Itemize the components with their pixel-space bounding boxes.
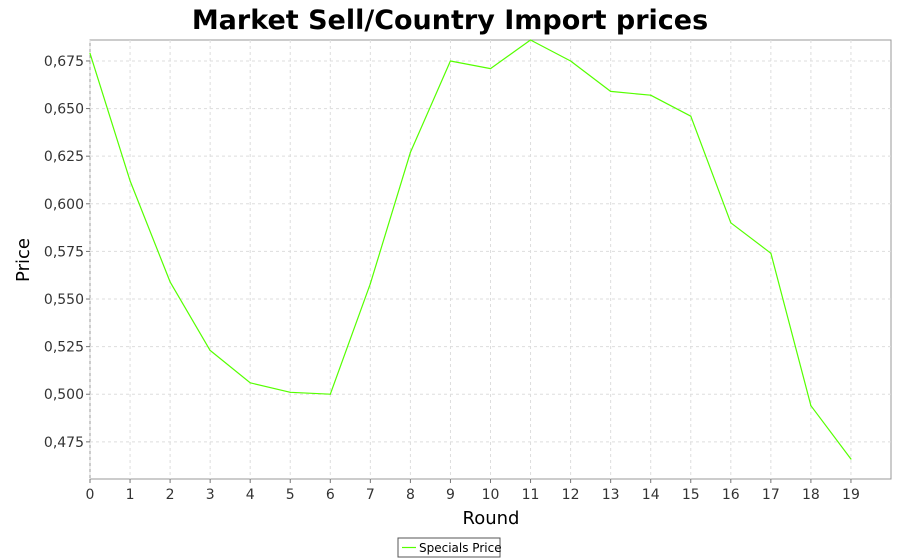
y-tick-label: 0,625: [44, 149, 84, 165]
x-tick-label: 6: [326, 487, 335, 503]
y-tick-label: 0,500: [44, 387, 84, 403]
x-tick-label: 18: [802, 487, 820, 503]
x-tick-label: 1: [126, 487, 135, 503]
x-tick-label: 3: [206, 487, 215, 503]
x-tick-label: 9: [446, 487, 455, 503]
y-axis-label: Price: [13, 238, 34, 282]
data-point: [529, 39, 532, 41]
legend: Specials Price: [397, 537, 502, 558]
x-tick-label: 10: [482, 487, 500, 503]
data-point: [730, 222, 732, 224]
series-group: [89, 39, 852, 460]
data-point: [89, 52, 91, 54]
grid-lines: [89, 40, 891, 479]
data-point: [329, 393, 331, 395]
legend-label: Specials Price: [419, 541, 502, 555]
data-point: [409, 151, 411, 153]
y-tick-label: 0,475: [44, 435, 84, 451]
x-axis: 0 1 2 3 4 5 6 7 8 9 10 11 12 13 14 15 16 17 18 19: [86, 479, 860, 503]
data-point: [690, 115, 692, 117]
x-tick-label: 19: [842, 487, 860, 503]
data-point: [570, 60, 572, 62]
y-tick-label: 0,650: [44, 102, 84, 118]
x-axis-label: Round: [463, 508, 520, 529]
data-point: [369, 283, 371, 285]
data-point: [169, 281, 171, 283]
y-tick-label: 0,525: [44, 340, 84, 356]
x-tick-label: 4: [246, 487, 255, 503]
data-point: [249, 382, 251, 384]
data-point: [289, 391, 291, 393]
data-point: [209, 349, 211, 352]
x-tick-label: 2: [166, 487, 175, 503]
x-tick-label: 14: [642, 487, 660, 503]
x-tick-label: 16: [722, 487, 740, 503]
x-tick-label: 17: [762, 487, 780, 503]
x-tick-label: 8: [406, 487, 415, 503]
data-point: [610, 90, 612, 93]
x-tick-label: 7: [366, 487, 375, 503]
series-line-0: [89, 39, 852, 460]
y-tick-label: 0,550: [44, 292, 84, 308]
x-tick-label: 15: [682, 487, 700, 503]
data-point: [129, 180, 131, 182]
x-tick-label: 11: [522, 487, 540, 503]
y-tick-label: 0,600: [44, 197, 84, 213]
data-point: [770, 252, 772, 254]
chart-title: Market Sell/Country Import prices: [192, 5, 708, 36]
x-tick-label: 5: [286, 487, 295, 503]
y-tick-label: 0,675: [44, 54, 84, 70]
y-axis: 0,475 0,500 0,525 0,550 0,575 0,600 0,625 0,650…: [44, 54, 90, 451]
x-tick-label: 13: [602, 487, 620, 503]
y-tick-label: 0,575: [44, 244, 84, 260]
data-point: [810, 405, 812, 407]
legend-box: [397, 537, 501, 558]
data-point: [489, 67, 492, 70]
data-point: [850, 458, 852, 460]
data-point: [650, 94, 652, 96]
data-point: [449, 60, 452, 62]
x-tick-label: 0: [86, 487, 95, 503]
x-tick-label: 12: [562, 487, 580, 503]
